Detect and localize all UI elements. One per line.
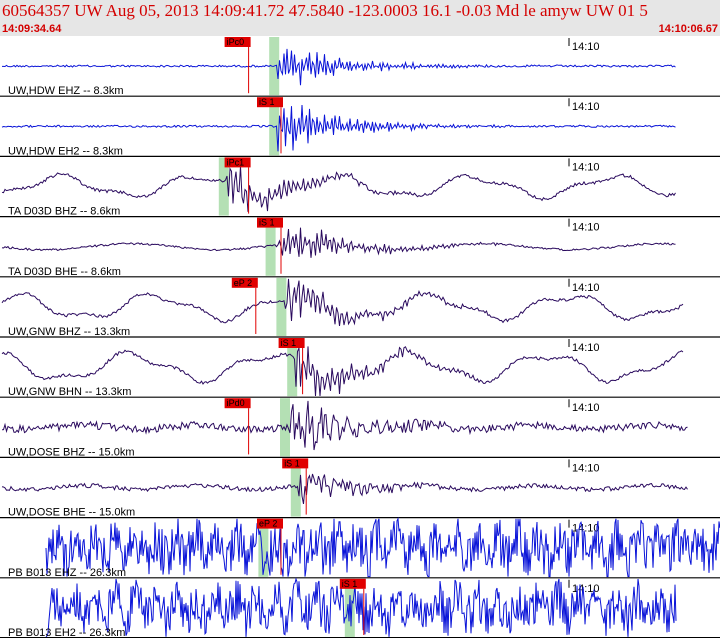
- pick-window: [287, 338, 298, 397]
- waveform-trace[interactable]: [1, 227, 676, 258]
- event-title: 60564357 UW Aug 05, 2013 14:09:41.72 47.…: [2, 1, 648, 20]
- phase-pick-label: iS 1: [259, 218, 275, 228]
- channel-label: UW,DOSE BHE -- 15.0km: [8, 507, 135, 519]
- channel-label: UW,DOSE BHZ -- 15.0km: [8, 446, 135, 458]
- phase-pick-label: iS 1: [284, 458, 300, 468]
- time-tick-label: 14:10: [572, 583, 600, 595]
- time-tick-label: 14:10: [572, 282, 600, 294]
- phase-pick-box[interactable]: [257, 518, 283, 529]
- channel-label: UW,GNW BHZ -- 13.3km: [8, 326, 130, 338]
- time-tick-label: 14:10: [572, 342, 600, 354]
- waveform-trace[interactable]: [2, 48, 676, 86]
- window-end-time: 14:10:06.67: [658, 23, 718, 35]
- phase-pick-label: iPd0: [227, 398, 245, 408]
- channel-label: PB B013 EH2 -- 26.3km: [8, 627, 125, 638]
- channel-label: TA D03D BHZ -- 8.6km: [8, 206, 120, 218]
- waveform-trace[interactable]: [1, 473, 688, 504]
- phase-pick-box[interactable]: [224, 157, 251, 168]
- phase-pick-label: iS 1: [342, 579, 358, 589]
- phase-pick-label: iS 1: [281, 338, 297, 348]
- pick-window: [280, 398, 290, 457]
- phase-pick-box[interactable]: [257, 97, 283, 108]
- channel-label: UW,HDW EHZ -- 8.3km: [8, 85, 124, 97]
- waveform-trace[interactable]: [1, 278, 684, 326]
- waveform-trace[interactable]: [1, 400, 688, 451]
- waveform-trace[interactable]: [1, 104, 676, 152]
- pick-window: [265, 217, 276, 276]
- channel-label: UW,GNW BHN -- 13.3km: [8, 386, 131, 398]
- phase-pick-label: iPc1: [227, 157, 245, 167]
- time-tick-label: 14:10: [572, 161, 600, 173]
- phase-pick-box[interactable]: [282, 458, 309, 469]
- phase-pick-box[interactable]: [224, 398, 251, 409]
- pick-window: [218, 157, 229, 216]
- phase-pick-box[interactable]: [224, 37, 251, 47]
- waveform-trace[interactable]: [1, 346, 684, 397]
- phase-pick-label: eP 2: [259, 519, 277, 529]
- seismogram-traces[interactable]: 14:10 iPc0 UW,HDW EHZ -- 8.3km 14:10 iS 1 UW,…: [0, 36, 720, 638]
- time-tick-label: 14:10: [572, 222, 600, 234]
- waveform-trace[interactable]: [1, 165, 676, 212]
- channel-label: TA D03D BHE -- 8.6km: [8, 266, 121, 278]
- channel-label: UW,HDW EH2 -- 8.3km: [8, 145, 123, 157]
- phase-pick-box[interactable]: [231, 277, 258, 288]
- pick-window: [258, 518, 269, 577]
- phase-pick-label: iS 1: [259, 97, 275, 107]
- pick-window: [269, 97, 280, 156]
- phase-pick-box[interactable]: [339, 578, 366, 589]
- phase-pick-label: eP 2: [234, 278, 252, 288]
- time-tick-label: 14:10: [572, 402, 600, 414]
- waveform-trace[interactable]: [45, 577, 677, 638]
- waveform-trace[interactable]: [45, 516, 720, 578]
- event-header: 60564357 UW Aug 05, 2013 14:09:41.72 47.…: [0, 0, 720, 36]
- window-start-time: 14:09:34.64: [2, 23, 62, 35]
- phase-pick-label: iPc0: [227, 37, 245, 47]
- phase-pick-box[interactable]: [257, 217, 283, 228]
- time-tick-label: 14:10: [572, 41, 600, 53]
- time-tick-label: 14:10: [572, 101, 600, 113]
- pick-window: [276, 277, 287, 336]
- phase-pick-box[interactable]: [278, 338, 305, 348]
- time-tick-label: 14:10: [572, 462, 600, 474]
- channel-label: PB B013 EHZ -- 26.3km: [8, 567, 126, 579]
